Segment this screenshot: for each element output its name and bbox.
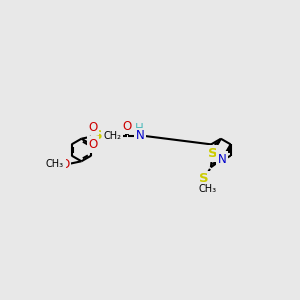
Text: S: S xyxy=(208,147,217,160)
Text: CH₂: CH₂ xyxy=(103,131,122,141)
Text: O: O xyxy=(60,158,70,171)
Text: O: O xyxy=(88,121,98,134)
Text: N: N xyxy=(218,153,226,166)
Text: S: S xyxy=(200,172,209,185)
Text: O: O xyxy=(88,138,98,151)
Text: H: H xyxy=(135,122,144,136)
Text: S: S xyxy=(93,129,103,142)
Text: CH₃: CH₃ xyxy=(198,184,216,194)
Text: CH₃: CH₃ xyxy=(46,159,64,169)
Text: N: N xyxy=(136,129,145,142)
Text: O: O xyxy=(122,120,132,133)
